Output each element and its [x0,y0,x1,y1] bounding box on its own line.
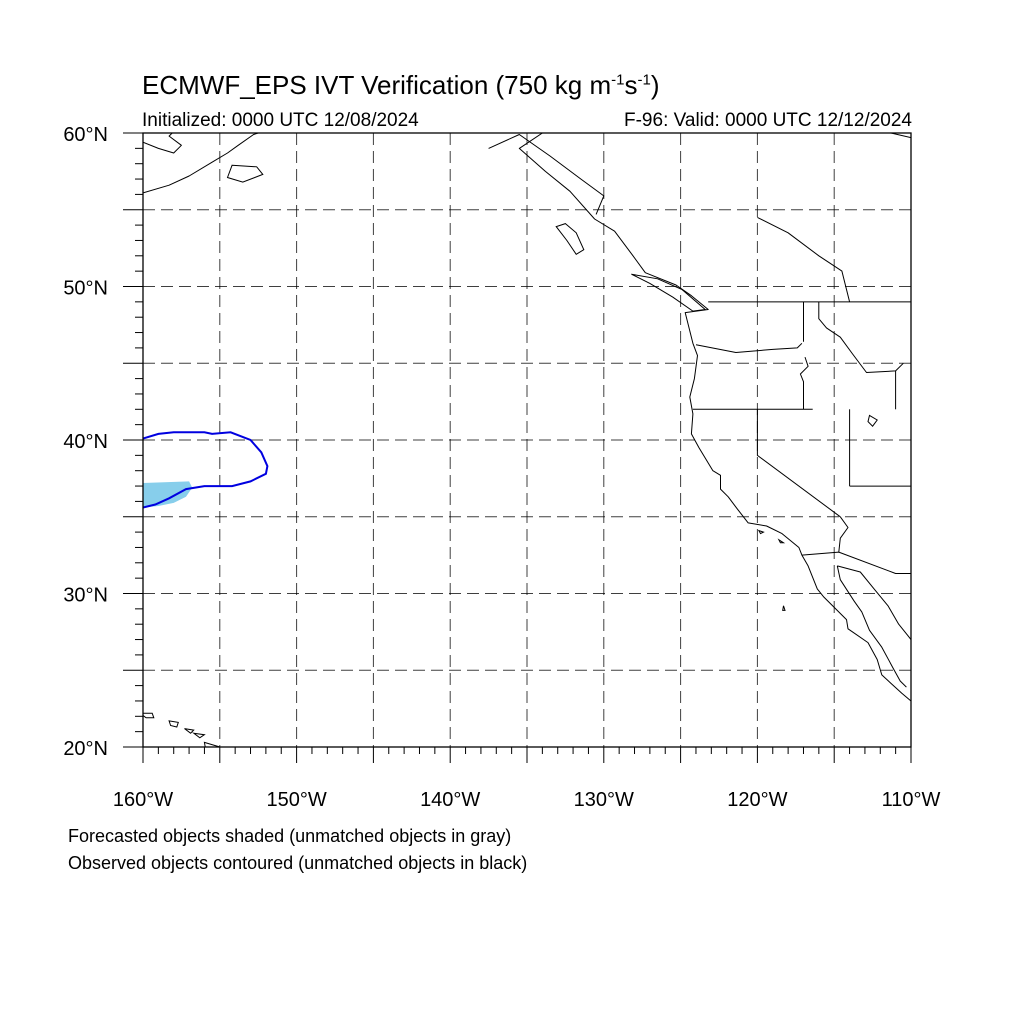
upper-left-coast [143,133,182,154]
lon-tick-label: 160°W [113,789,173,811]
title-superscript-2: -1 [637,71,651,89]
se-alaska-border [488,134,605,215]
hawaii-island [168,720,179,728]
lat-tick-label: 40°N [63,431,108,453]
forecast-ivt-object [143,481,193,508]
or-wa-border [695,342,803,353]
channel-islands-island [777,538,786,544]
legend-observed-note: Observed objects contoured (unmatched ob… [68,853,528,873]
us-mexico-border [801,551,911,574]
title-end: ) [650,70,660,100]
lon-tick-label: 140°W [420,789,480,811]
coast-main [518,133,911,702]
guadalupe-is-island [782,605,786,611]
valid-time: F-96: Valid: 0000 UTC 12/12/2024 [624,110,912,131]
title-main: ECMWF_EPS IVT Verification (750 kg m [142,70,612,100]
or-id-border [799,356,809,410]
ca-nv-border [756,409,841,518]
hawaii-island [191,732,206,739]
hawaii-island [184,728,195,734]
rocky-top [890,133,911,139]
baja-gulf-side [836,565,907,688]
lat-tick-label: 50°N [63,278,108,300]
lat-tick-label: 30°N [63,585,108,607]
lon-tick-label: 130°W [574,789,634,811]
channel-islands-island [757,529,765,535]
title-superscript-1: -1 [611,71,625,89]
lat-tick-label: 20°N [63,738,108,760]
ivt-objects [143,431,269,509]
kodiak-island [226,164,264,183]
vancouver-is [631,273,707,312]
lon-tick-label: 150°W [266,789,326,811]
kodiak-coast [143,133,259,194]
coastlines-and-borders [143,133,911,747]
axis-ticks [123,132,912,763]
legend-forecast-note: Forecasted objects shaded (unmatched obj… [68,826,512,846]
observed-ivt-object [143,431,269,509]
map-title: ECMWF_EPS IVT Verification (750 kg m-1s-… [142,70,659,101]
az-ca-border [838,516,849,553]
bc-rockies [757,216,851,303]
title-unit-s: s [624,70,638,100]
haida-gwaii [555,223,585,255]
great-salt-lake [867,414,878,427]
lon-tick-label: 120°W [727,789,787,811]
mainland-gulf [837,565,911,640]
lon-tick-label: 110°W [882,789,941,811]
graticule [143,133,911,747]
hawaii-island [143,712,155,719]
initialized-time: Initialized: 0000 UTC 12/08/2024 [142,110,419,131]
id-mt-border [818,301,904,373]
lat-tick-label: 60°N [63,124,108,146]
hawaii-island [203,741,221,747]
axis-labels: 160°W 150°W 140°W 130°W 120°W 110°W 60°N 50°N 40… [63,124,940,811]
